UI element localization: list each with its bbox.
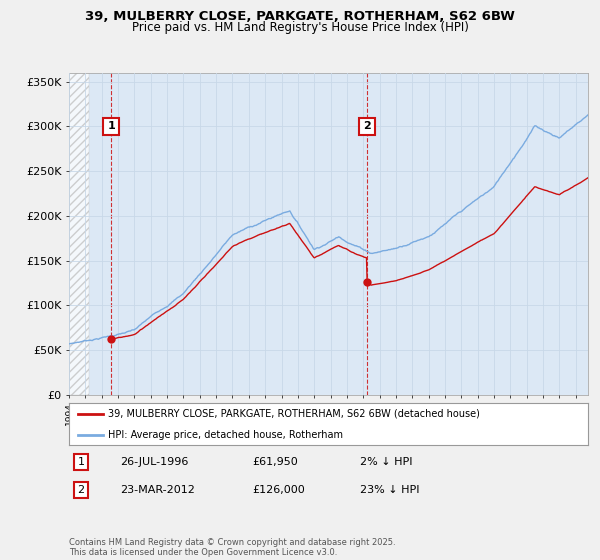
Text: 23% ↓ HPI: 23% ↓ HPI bbox=[360, 485, 419, 495]
Text: 2% ↓ HPI: 2% ↓ HPI bbox=[360, 457, 413, 467]
Text: £126,000: £126,000 bbox=[252, 485, 305, 495]
Text: 1: 1 bbox=[77, 457, 85, 467]
Text: 2: 2 bbox=[77, 485, 85, 495]
Text: 23-MAR-2012: 23-MAR-2012 bbox=[120, 485, 195, 495]
Text: 39, MULBERRY CLOSE, PARKGATE, ROTHERHAM, S62 6BW (detached house): 39, MULBERRY CLOSE, PARKGATE, ROTHERHAM,… bbox=[108, 409, 480, 419]
Text: £61,950: £61,950 bbox=[252, 457, 298, 467]
Text: 39, MULBERRY CLOSE, PARKGATE, ROTHERHAM, S62 6BW: 39, MULBERRY CLOSE, PARKGATE, ROTHERHAM,… bbox=[85, 10, 515, 23]
Text: Contains HM Land Registry data © Crown copyright and database right 2025.
This d: Contains HM Land Registry data © Crown c… bbox=[69, 538, 395, 557]
Text: 1: 1 bbox=[107, 122, 115, 132]
Text: Price paid vs. HM Land Registry's House Price Index (HPI): Price paid vs. HM Land Registry's House … bbox=[131, 21, 469, 34]
Text: HPI: Average price, detached house, Rotherham: HPI: Average price, detached house, Roth… bbox=[108, 430, 343, 440]
Text: 26-JUL-1996: 26-JUL-1996 bbox=[120, 457, 188, 467]
Text: 2: 2 bbox=[363, 122, 371, 132]
